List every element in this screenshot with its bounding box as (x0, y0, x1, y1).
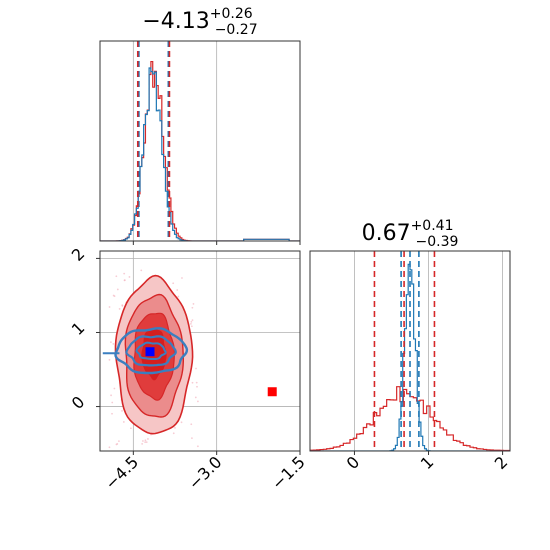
joint-scatter-point (122, 421, 125, 423)
joint-ytick-label: 2 (68, 244, 89, 265)
joint-scatter-point (174, 426, 176, 429)
joint-scatter-point (110, 341, 112, 344)
param2-xtick-label: 2 (491, 452, 512, 473)
joint-scatter-point (177, 295, 180, 298)
joint-scatter-point (115, 443, 118, 446)
joint-xtick-label: −4.5 (101, 452, 142, 493)
joint-scatter-point (130, 427, 132, 430)
marginal-param2-frame (309, 250, 511, 452)
joint-scatter-point (196, 445, 199, 448)
joint-scatter-point (191, 306, 194, 309)
joint-scatter-point (195, 367, 197, 370)
joint-scatter-point (141, 440, 144, 442)
joint-scatter-point (112, 343, 115, 345)
joint-scatter-point (121, 410, 123, 412)
joint-xtick-label: −3.0 (185, 452, 226, 493)
title2-sub: −0.39 (415, 234, 458, 250)
joint-scatter-point (118, 308, 121, 310)
joint-scatter-point (196, 385, 198, 388)
param2-xtick-label: 0 (343, 452, 364, 473)
blue-contour-outer (114, 327, 189, 375)
joint-scatter-point (108, 306, 111, 308)
joint-scatter-point (110, 394, 112, 397)
joint-scatter-point (121, 304, 124, 307)
param2-xtick-label: 1 (417, 452, 438, 473)
joint-scatter-point (118, 440, 120, 442)
title2-sup: +0.41 (411, 218, 454, 234)
marginal-param2-panel: 0 1 2 0.67+0.41 −0.39 (309, 218, 512, 473)
red-marker (267, 387, 277, 397)
joint-scatter-point (192, 303, 195, 305)
joint-scatter-point (108, 446, 111, 449)
joint-frame (99, 250, 301, 452)
blue-marker (145, 347, 155, 357)
title1-main: −4.13 (142, 9, 209, 34)
joint-scatter-point (191, 381, 194, 384)
joint-scatter-point (111, 412, 113, 415)
joint-scatter-point (191, 437, 193, 440)
title1-sub: −0.27 (215, 22, 258, 38)
joint-scatter-point (115, 275, 118, 278)
joint-scatter-point (144, 441, 147, 444)
joint-ytick-label: 0 (68, 392, 89, 413)
joint-scatter-point (181, 277, 183, 279)
marginal-param1-panel: −4.13+0.26 −0.27 (99, 6, 301, 245)
joint-scatter-point (176, 289, 179, 291)
param1-hist-red (100, 60, 300, 241)
joint-scatter-point (128, 276, 131, 278)
title1-sup: +0.26 (210, 6, 253, 22)
blue-contour-mid (125, 335, 177, 367)
joint-scatter-point (123, 279, 126, 282)
marginal-param1-frame (99, 40, 301, 242)
joint-scatter-point (197, 400, 199, 403)
joint-scatter-point (144, 439, 147, 442)
joint-scatter-point (141, 442, 144, 445)
joint-panel: −4.5 −3.0 −1.5 0 1 2 (68, 244, 309, 493)
joint-scatter-point (190, 325, 193, 328)
joint-scatter-point (172, 432, 175, 435)
joint-scatter-point (111, 401, 114, 404)
joint-scatter-point (123, 272, 126, 275)
joint-scatter-point (190, 320, 193, 323)
joint-scatter-point (113, 387, 116, 390)
joint-scatter-point (195, 381, 198, 384)
joint-scatter-point (147, 438, 149, 440)
joint-scatter-point (116, 288, 119, 291)
joint-scatter-point (191, 319, 194, 322)
joint-scatter-point (194, 396, 197, 399)
joint-ytick-label: 1 (68, 318, 89, 339)
joint-scatter-point (112, 294, 115, 297)
joint-scatter-point (180, 421, 183, 424)
joint-scatter-point (190, 423, 193, 426)
joint-scatter-point (190, 322, 192, 325)
joint-scatter-point (145, 441, 148, 444)
marginal-param2-title: 0.67+0.41 −0.39 (362, 218, 459, 250)
joint-scatter-point (172, 282, 175, 285)
param2-hist-blue (310, 263, 510, 451)
marginal-param1-title: −4.13+0.26 −0.27 (142, 6, 257, 38)
title2-main: 0.67 (362, 221, 411, 246)
joint-scatter-point (140, 269, 143, 272)
blue-contour-inner (135, 341, 167, 360)
joint-scatter-point (108, 358, 111, 361)
joint-xtick-label: −1.5 (268, 452, 309, 493)
param1-hist-blue (100, 67, 300, 241)
